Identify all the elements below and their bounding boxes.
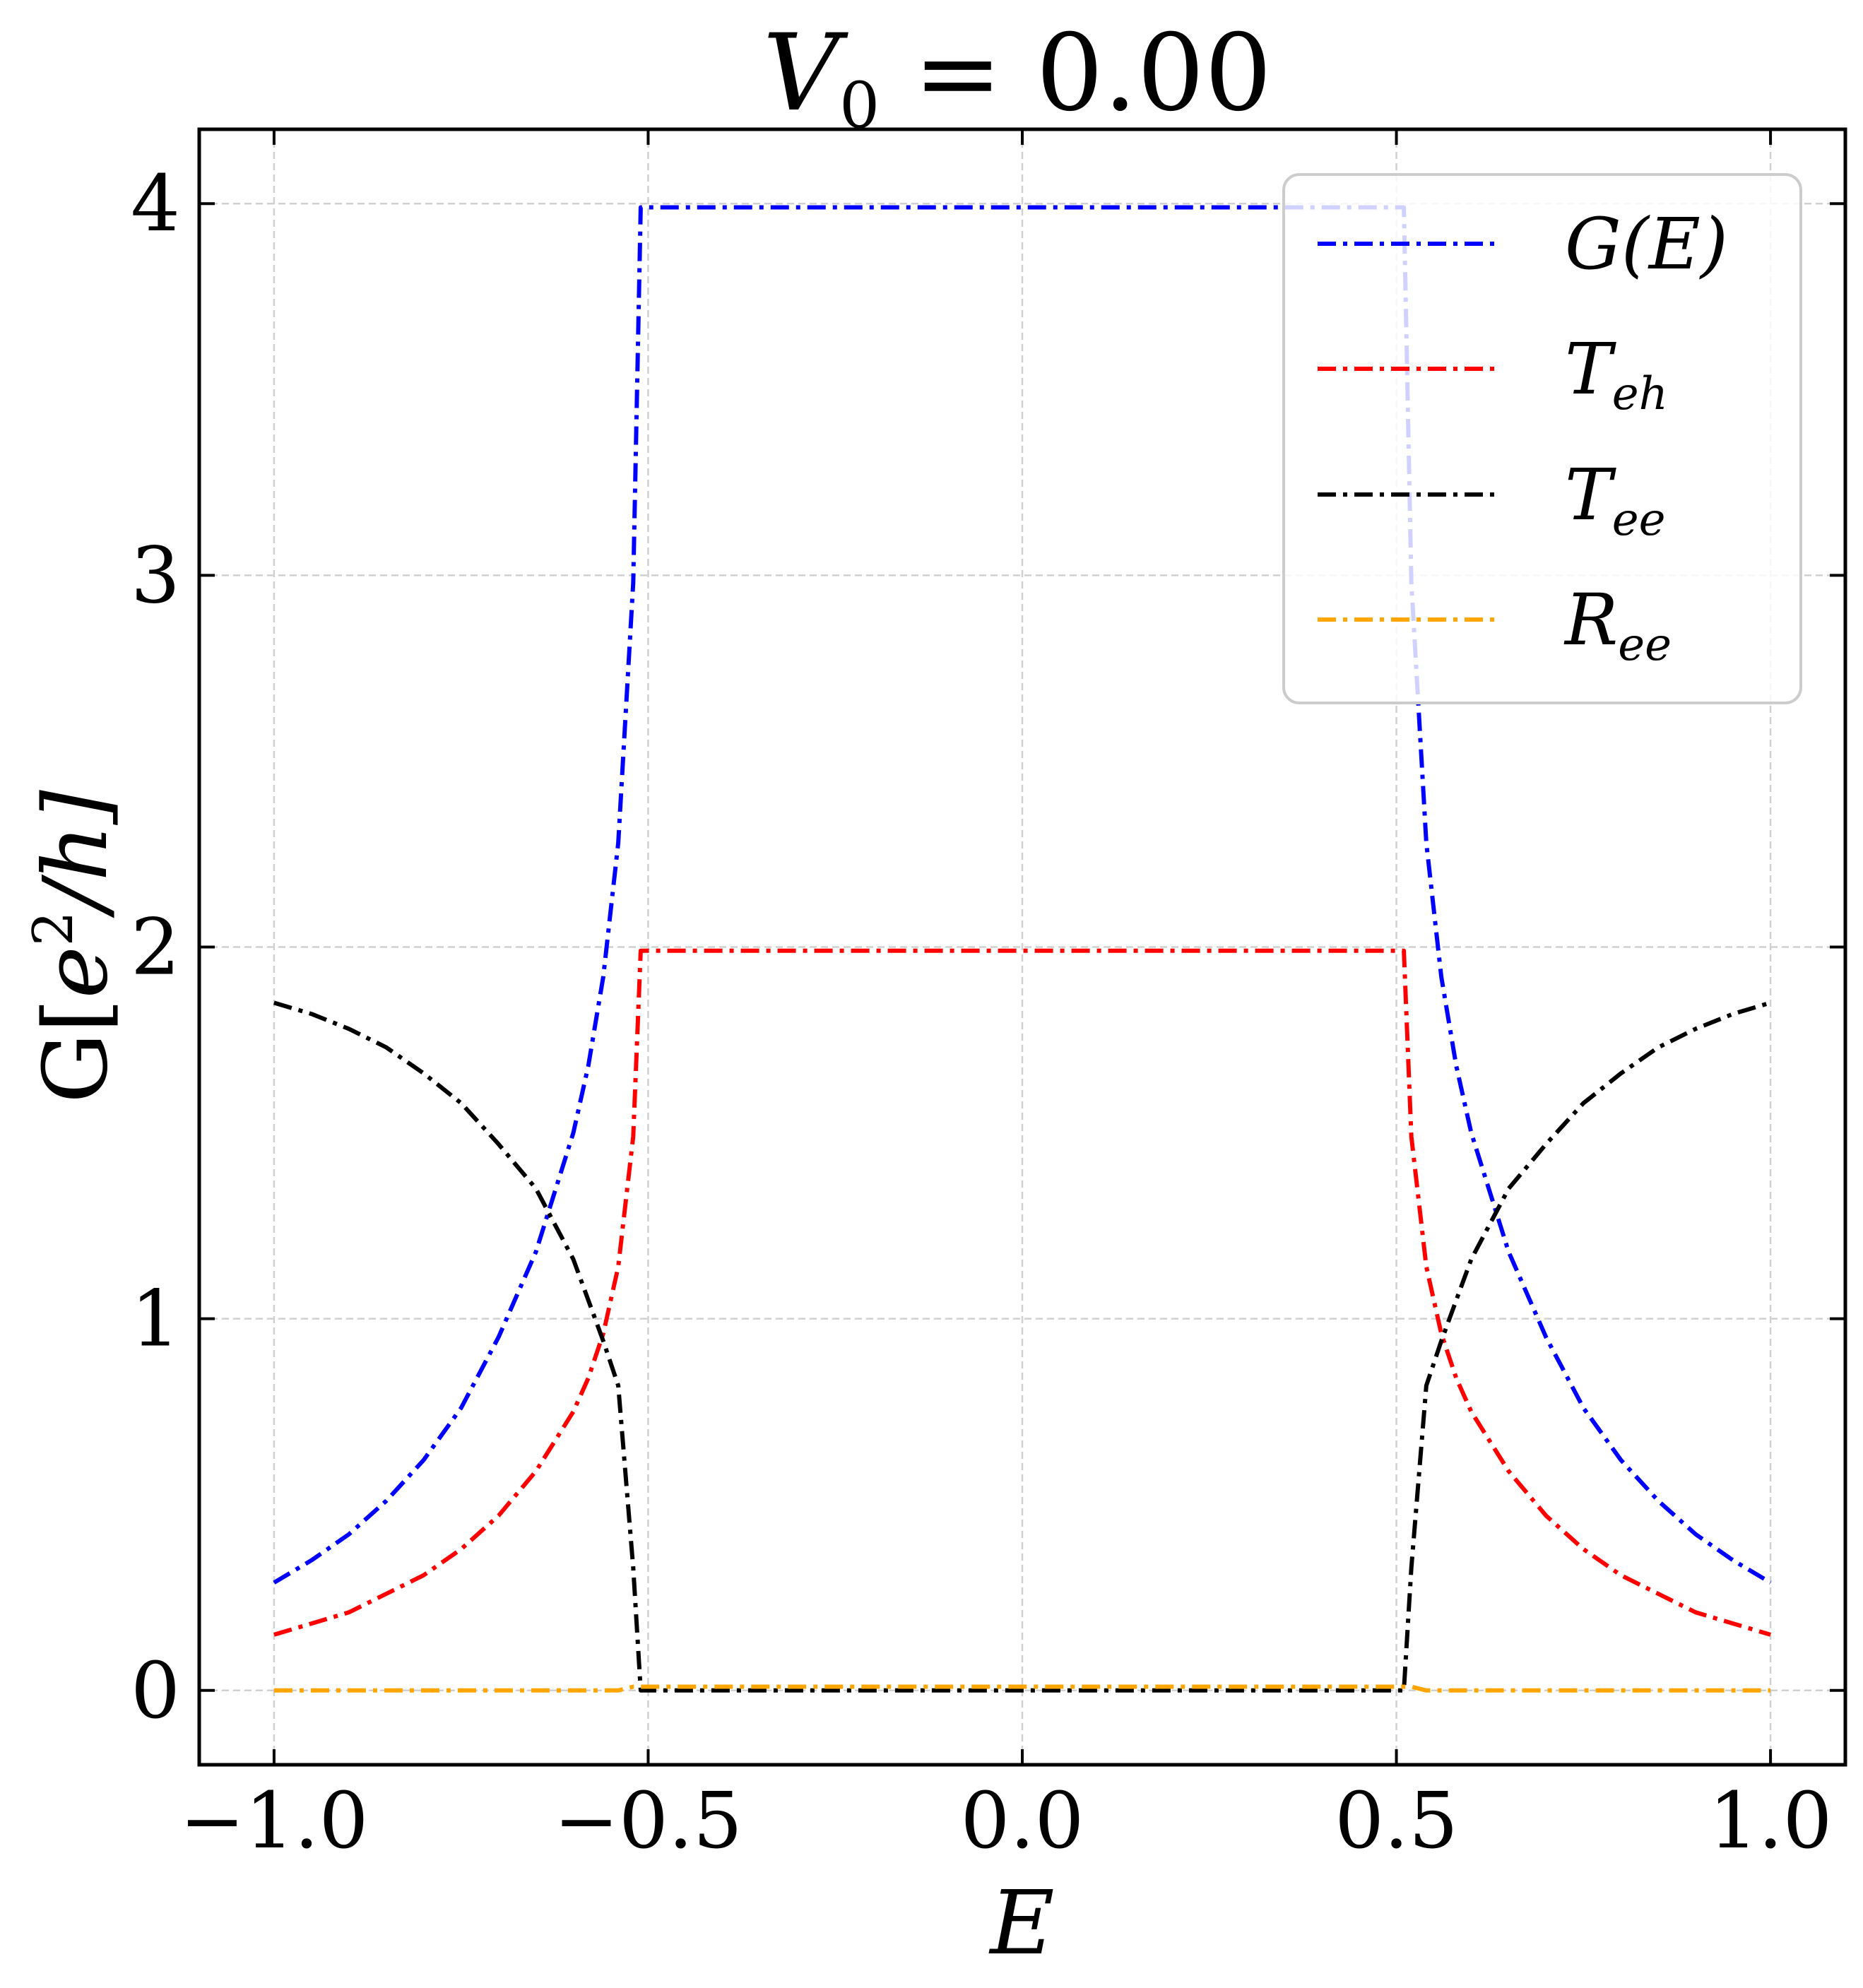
x-tick-label-4: 1.0: [1709, 1775, 1833, 1866]
series-line-t-ee: [273, 1000, 1771, 1693]
x-tick-labels: −1.0 −0.5 0.0 0.5 1.0: [179, 1775, 1832, 1866]
series-line-r-ee: [273, 1684, 1771, 1693]
legend-entries: G(E) Teh Tee Ree: [1318, 203, 1728, 671]
y-tick-label-1: 1: [131, 1274, 180, 1364]
title-variable: V: [763, 12, 849, 135]
x-tick-label-1: −0.5: [554, 1775, 743, 1866]
x-tick-label-2: 0.0: [961, 1775, 1084, 1866]
y-axis-label: G[e2/h]: [22, 790, 127, 1104]
y-tick-labels: 0 1 2 3 4: [131, 158, 180, 1736]
tick-marks: [199, 129, 1845, 1765]
y-label-e: e: [25, 946, 127, 998]
x-tick-label-3: 0.5: [1335, 1775, 1458, 1866]
y-tick-label-3: 3: [131, 530, 180, 620]
legend-box: [1282, 173, 1802, 704]
title-subscript: 0: [839, 69, 880, 143]
y-label-prefix: G[: [25, 998, 127, 1104]
legend-label-t-ee: Tee: [1565, 454, 1665, 546]
chart-title: V0 = 0.00: [763, 12, 1272, 143]
y-label-exponent: 2: [22, 911, 85, 947]
legend-label-g-e-: G(E): [1565, 203, 1728, 285]
series-group: [273, 205, 1772, 1693]
series-line-g-e-: [273, 205, 1772, 1585]
y-label-rest: /h]: [25, 790, 127, 918]
x-tick-label-0: −1.0: [179, 1775, 368, 1866]
x-axis-label: E: [988, 1872, 1054, 1975]
legend: G(E) Teh Tee Ree: [1282, 173, 1802, 704]
y-tick-label-4: 4: [131, 158, 180, 249]
legend-label-t-eh: Teh: [1565, 328, 1668, 420]
legend-label-r-ee: Ree: [1563, 579, 1672, 671]
title-value: = 0.00: [880, 12, 1272, 135]
y-tick-label-2: 2: [131, 902, 180, 993]
y-tick-label-0: 0: [131, 1645, 180, 1736]
series-line-t-eh: [273, 948, 1771, 1637]
